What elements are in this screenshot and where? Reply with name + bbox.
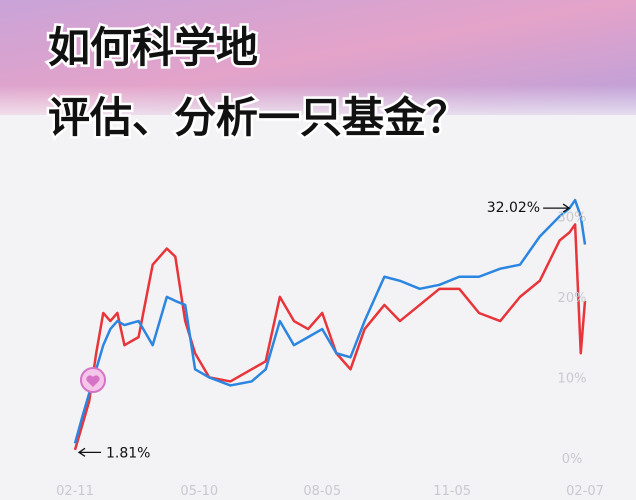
title-line: 评估、分析一只基金？ xyxy=(48,93,468,142)
y-tick-label: 0% xyxy=(562,452,583,467)
banner-fade xyxy=(0,85,636,125)
annotation: 1.81% xyxy=(106,445,150,461)
x-tick-label: 11-05 xyxy=(433,484,471,499)
y-tick-label: 10% xyxy=(558,371,587,386)
series-line xyxy=(73,198,587,444)
x-tick-label: 02-11 xyxy=(56,484,94,499)
series-line xyxy=(73,223,587,451)
annotation: 32.02% xyxy=(487,200,540,216)
x-tick-label: 05-10 xyxy=(180,484,218,499)
annotation-arrow xyxy=(77,447,101,457)
heart-icon xyxy=(86,375,100,387)
y-tick-label: 30% xyxy=(558,210,587,225)
annotation-arrow xyxy=(543,203,571,213)
x-tick-label: 02-07 xyxy=(566,484,604,499)
x-tick-label: 08-05 xyxy=(303,484,341,499)
y-tick-label: 20% xyxy=(558,291,587,306)
title-line: 如何科学地 xyxy=(48,23,258,72)
